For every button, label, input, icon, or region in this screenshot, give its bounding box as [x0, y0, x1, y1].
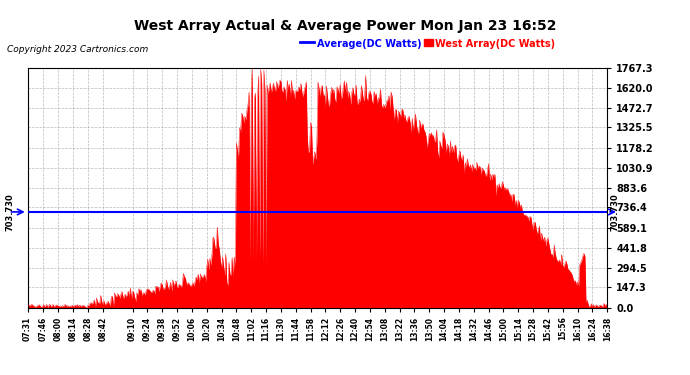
Text: 703.730: 703.730	[6, 193, 15, 231]
Text: Copyright 2023 Cartronics.com: Copyright 2023 Cartronics.com	[7, 45, 148, 54]
Text: West Array(DC Watts): West Array(DC Watts)	[435, 39, 555, 50]
Text: West Array Actual & Average Power Mon Jan 23 16:52: West Array Actual & Average Power Mon Ja…	[134, 19, 556, 33]
Text: Average(DC Watts): Average(DC Watts)	[317, 39, 422, 50]
Text: 703.730: 703.730	[611, 193, 620, 231]
